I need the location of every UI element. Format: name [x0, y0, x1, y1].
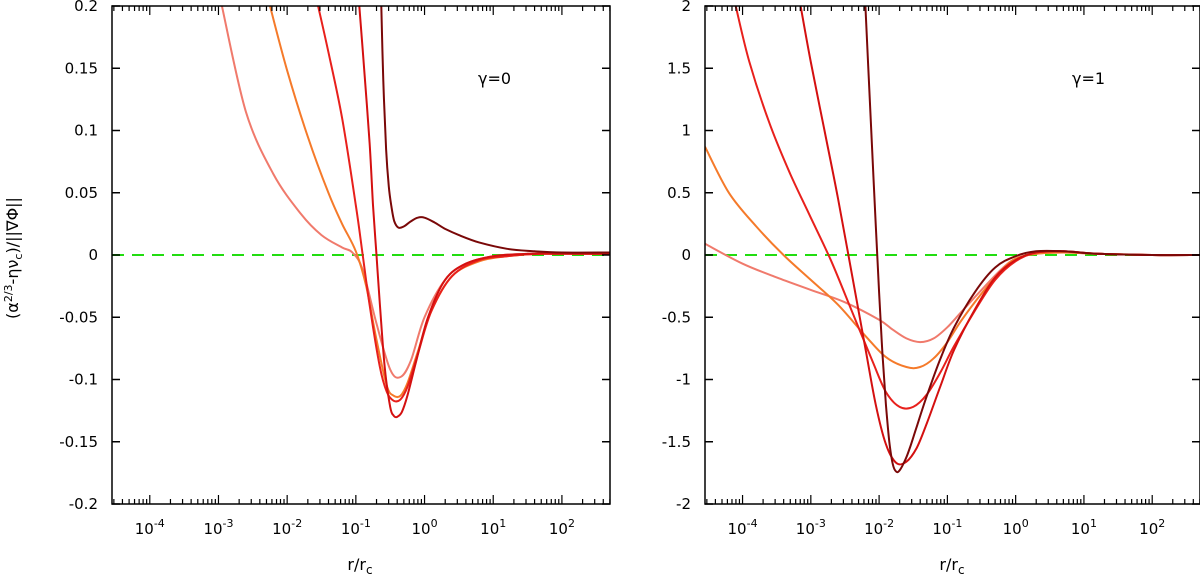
x-tick-label: 10-4: [728, 517, 758, 538]
y-tick-label: -0.2: [69, 495, 98, 513]
series-curve-2: [269, 6, 610, 399]
y-tick-label: 2: [681, 0, 691, 15]
series-curve-4: [358, 6, 610, 419]
right-x-axis-title: r/rc: [939, 555, 964, 576]
y-tick-label: 0.15: [65, 59, 98, 77]
left-x-axis-title: r/rc: [347, 555, 372, 576]
x-tick-label: 10-2: [864, 517, 894, 538]
x-tick-label: 101: [480, 517, 506, 538]
y-tick-label: 0: [681, 246, 691, 264]
right-gamma-annotation: γ=1: [1072, 69, 1105, 88]
x-tick-label: 10-1: [932, 517, 962, 538]
x-tick-label: 10-3: [796, 517, 826, 538]
x-tick-label: 10-3: [203, 517, 233, 538]
series-curve-5: [380, 6, 610, 254]
left-gamma-annotation: γ=0: [478, 69, 511, 88]
x-tick-label: 101: [1071, 517, 1097, 538]
series-curve-1: [220, 6, 610, 379]
x-tick-label: 10-2: [272, 517, 302, 538]
y-tick-label: 1: [681, 122, 691, 140]
y-tick-label: 0.05: [65, 184, 98, 202]
series-curve-1: [705, 242, 1200, 344]
y-tick-label: -2: [676, 495, 691, 513]
left-axes-layer: -0.2 -0.15 -0.1 -0.05 0 0.05 0.1 0.15 0.2 10-4 10-…: [59, 0, 611, 538]
x-tick-label: 102: [549, 517, 575, 538]
y-tick-label: -0.5: [662, 308, 691, 326]
right-series-layer: [705, 6, 1200, 474]
left-series-layer: [112, 6, 610, 419]
x-tick-label: 100: [1003, 517, 1029, 538]
y-tick-label: 0: [88, 246, 98, 264]
y-axis-title: (α2/3-ηνc)/||∇Φ||: [2, 197, 25, 319]
y-tick-label: 0.5: [667, 184, 691, 202]
x-tick-label: 102: [1139, 517, 1165, 538]
y-tick-label: -0.05: [59, 308, 98, 326]
series-curve-5: [864, 6, 1200, 474]
x-tick-label: 100: [411, 517, 437, 538]
x-tick-label: 10-1: [341, 517, 371, 538]
series-curve-4: [799, 6, 1200, 466]
y-tick-label: -0.15: [59, 433, 98, 451]
y-tick-label: -0.1: [69, 371, 98, 389]
right-axes-layer: -2 -1.5 -1 -0.5 0 0.5 1 1.5 2 10-4 10-3 10-2 10-1 100…: [662, 0, 1200, 538]
left-panel: -0.2 -0.15 -0.1 -0.05 0 0.05 0.1 0.15 0.2 10-4 10-…: [2, 0, 611, 576]
series-curve-3: [317, 6, 610, 403]
x-tick-label: 10-4: [135, 517, 165, 538]
y-tick-label: 1.5: [667, 59, 691, 77]
series-curve-3: [734, 6, 1200, 410]
y-tick-label: -1.5: [662, 433, 691, 451]
y-tick-label: -1: [676, 371, 691, 389]
series-curve-2: [705, 146, 1200, 370]
y-tick-label: 0.2: [74, 0, 98, 15]
y-tick-label: 0.1: [74, 122, 98, 140]
right-panel: -2 -1.5 -1 -0.5 0 0.5 1 1.5 2 10-4 10-3 10-2 10-1 100…: [662, 0, 1200, 576]
